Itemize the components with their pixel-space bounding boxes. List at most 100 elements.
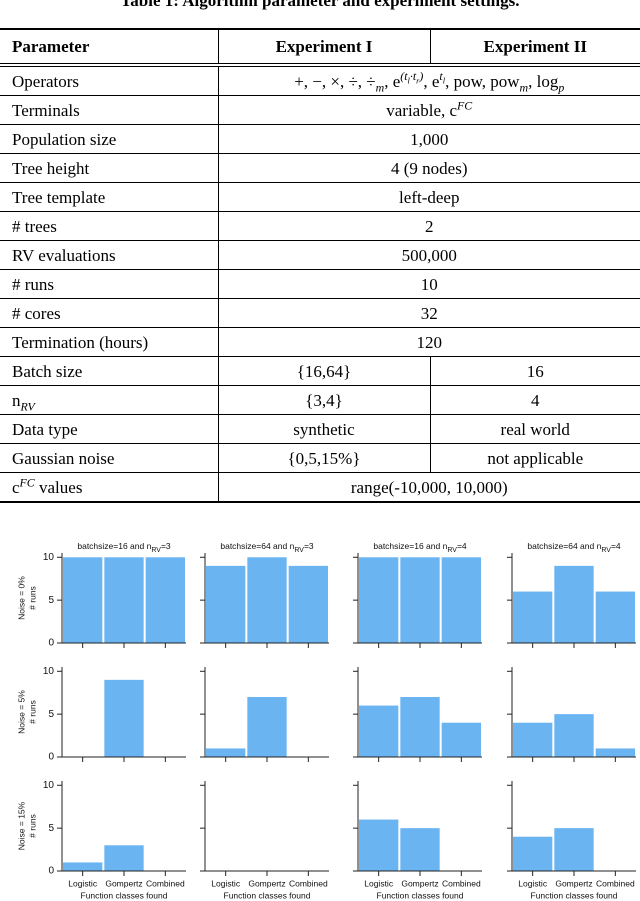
settings-table: Parameter Experiment I Experiment II Opera… bbox=[0, 28, 640, 503]
subscript: m bbox=[375, 79, 385, 94]
y-tick-label: 5 bbox=[48, 709, 54, 720]
bar bbox=[104, 845, 144, 871]
text-run: 120 bbox=[416, 332, 443, 352]
bar bbox=[359, 705, 399, 757]
superscript: tl bbox=[439, 69, 445, 85]
table-row: RV evaluations 500,000 bbox=[0, 240, 640, 270]
text-run: 4 bbox=[531, 390, 540, 410]
value-cell: 120 bbox=[218, 327, 640, 357]
table-row: Tree height 4 (9 nodes) bbox=[0, 153, 640, 183]
y-tick-label: 0 bbox=[48, 752, 54, 763]
text-run: , e bbox=[384, 71, 401, 91]
bar bbox=[595, 748, 635, 757]
bar bbox=[595, 591, 635, 643]
text-run: Gaussian noise bbox=[12, 448, 115, 468]
x-tick-label: Logistic bbox=[211, 878, 241, 888]
text-run: 1,000 bbox=[410, 129, 449, 149]
text-run: 10 bbox=[420, 274, 438, 294]
table-row: Batch size {16,64} 16 bbox=[0, 356, 640, 386]
subscript: RV bbox=[601, 547, 611, 554]
text-run: , pow, pow bbox=[445, 71, 520, 91]
bar bbox=[400, 828, 440, 871]
text-run: Operators bbox=[12, 71, 80, 91]
chart-title: batchsize=16 and nRV=3 bbox=[77, 541, 171, 554]
value-cell: 1,000 bbox=[218, 124, 640, 154]
y-axis-label: # runs bbox=[27, 814, 37, 838]
y-tick-label: 5 bbox=[48, 823, 54, 834]
bar bbox=[206, 748, 246, 757]
y-axis-label: # runs bbox=[27, 700, 37, 724]
value-cell: 10 bbox=[218, 269, 640, 299]
parameter-cell: Operators bbox=[0, 65, 219, 96]
text-run: 32 bbox=[420, 303, 438, 323]
text-run: , e bbox=[423, 71, 440, 91]
text-run: left-deep bbox=[399, 187, 460, 207]
parameter-cell: cFC values bbox=[0, 472, 219, 503]
subscript: RV bbox=[20, 398, 35, 413]
parameter-cell: # cores bbox=[0, 298, 219, 328]
table-caption: Table 1: Algorithm parameter and experim… bbox=[120, 0, 520, 10]
table-row: # runs 10 bbox=[0, 269, 640, 299]
y-tick-label: 0 bbox=[48, 638, 54, 649]
text-run: Terminals bbox=[12, 100, 80, 120]
parameter-cell: Batch size bbox=[0, 356, 219, 386]
y-tick-label: 0 bbox=[48, 866, 54, 877]
bar bbox=[359, 557, 399, 643]
parameter-cell: Tree template bbox=[0, 182, 219, 212]
bar bbox=[63, 862, 103, 871]
y-axis-label: Noise = 15% bbox=[16, 801, 26, 850]
table-row: # trees 2 bbox=[0, 211, 640, 241]
text-run: c bbox=[12, 477, 20, 497]
text-run: , log bbox=[528, 71, 559, 91]
x-tick-label: Gompertz bbox=[105, 878, 142, 888]
bar bbox=[145, 557, 185, 643]
x-axis-label: Function classes found bbox=[531, 890, 618, 900]
text-run: {16,64} bbox=[296, 361, 352, 381]
header-cell: Experiment II bbox=[429, 29, 640, 67]
text-run: c bbox=[449, 100, 458, 120]
y-tick-label: 5 bbox=[48, 595, 54, 606]
superscript: FC bbox=[19, 474, 35, 489]
x-tick-label: Combined bbox=[146, 878, 185, 888]
table-row: Operators +, −, ×, ÷, ÷m, e(tl·tr), etl, … bbox=[0, 65, 640, 96]
text-run: +, −, ×, ÷, ÷ bbox=[294, 71, 376, 91]
bar bbox=[400, 697, 440, 757]
subscript: RV bbox=[151, 547, 161, 554]
x-axis-label: Function classes found bbox=[224, 890, 311, 900]
text-run: Batch size bbox=[12, 361, 83, 381]
value-cell: 16 bbox=[429, 356, 640, 386]
y-axis-label: Noise = 5% bbox=[16, 690, 26, 734]
y-axis-label: # runs bbox=[27, 586, 37, 610]
text-run: =3 bbox=[304, 541, 314, 551]
y-tick-label: 10 bbox=[43, 666, 55, 677]
bar bbox=[554, 828, 594, 871]
x-tick-label: Gompertz bbox=[555, 878, 592, 888]
table-row: cFC values range(-10,000, 10,000) bbox=[0, 472, 640, 503]
x-tick-label: Combined bbox=[442, 878, 481, 888]
text-run: {0,5,15%} bbox=[287, 448, 361, 468]
text-run: synthetic bbox=[293, 419, 355, 439]
text-run: range(-10,000, 10,000) bbox=[350, 477, 508, 497]
x-axis-label: Function classes found bbox=[377, 890, 464, 900]
header-cell: Parameter bbox=[0, 29, 219, 67]
text-run: ) bbox=[419, 68, 424, 83]
bar bbox=[104, 679, 144, 757]
value-cell: range(-10,000, 10,000) bbox=[218, 472, 640, 503]
bar bbox=[359, 819, 399, 871]
bar bbox=[288, 565, 328, 643]
table-row: nRV {3,4} 4 bbox=[0, 385, 640, 415]
subscript: l bbox=[407, 76, 410, 86]
x-tick-label: Combined bbox=[289, 878, 328, 888]
text-run: # cores bbox=[12, 303, 61, 323]
value-cell: 500,000 bbox=[218, 240, 640, 270]
parameter-cell: Data type bbox=[0, 414, 219, 444]
text-run: =3 bbox=[161, 541, 171, 551]
text-run: 4 (9 nodes) bbox=[391, 158, 468, 178]
value-cell: real world bbox=[429, 414, 640, 444]
bar bbox=[63, 557, 103, 643]
bar bbox=[554, 565, 594, 643]
value-cell: {16,64} bbox=[218, 356, 430, 386]
superscript: FC bbox=[457, 97, 473, 112]
